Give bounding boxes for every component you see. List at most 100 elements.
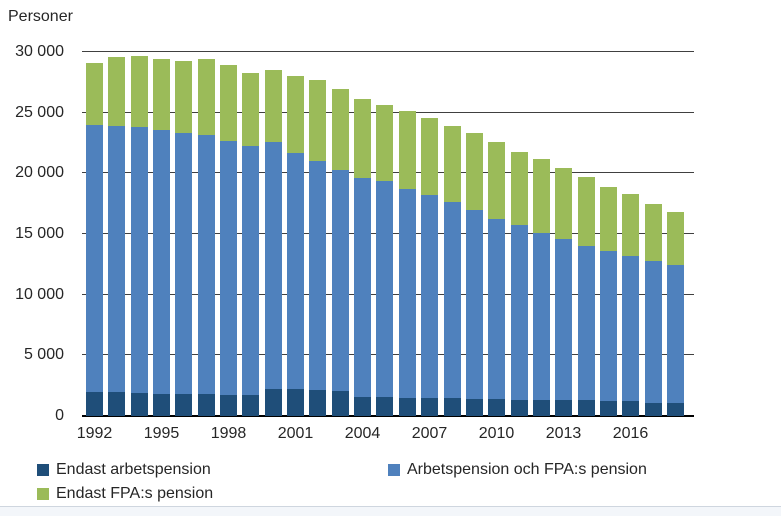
bar-segment [264,388,282,416]
bar-segment [577,399,595,416]
bar-segment [287,389,305,416]
bar-segment [86,124,103,393]
x-tick-label: 2001 [277,425,314,442]
y-tick-label: 5 000 [23,346,64,364]
bar-1993 [108,52,126,416]
bar-1992 [86,52,103,416]
bar-2000 [264,52,282,416]
bar-segment [510,224,528,400]
y-tick-label: 30 000 [15,43,64,60]
bar-segment [153,59,171,130]
legend-swatch-arbetspension-och-fpa [388,464,400,476]
y-tick-label: 10 000 [15,285,64,303]
bar-segment [398,110,416,189]
bar-segment [555,167,573,239]
bar-segment [108,392,126,416]
bar-segment [86,392,103,416]
bar-segment [443,202,461,398]
legend: Endast arbetspension Arbetspension och F… [0,455,781,505]
bar-2017 [644,52,662,416]
bar-segment [622,256,640,402]
x-tick-label: 1998 [210,425,247,442]
bar-segment [197,394,215,416]
bar-segment [108,126,126,393]
bar-segment [130,127,148,393]
bar-2010 [488,52,506,416]
bar-segment [354,177,372,397]
bar-segment [488,218,506,400]
bar-segment [287,152,305,390]
bar-segment [153,393,171,416]
bar-2015 [599,52,617,416]
bottom-divider [0,506,781,516]
bar-segment [577,245,595,400]
legend-swatch-endast-arbetspension [37,464,49,476]
bar-2005 [376,52,394,416]
bar-segment [175,60,193,133]
bar-segment [465,132,483,210]
bar-segment [175,394,193,416]
bar-segment [488,399,506,416]
bar-segment [309,79,327,161]
bar-2011 [510,52,528,416]
bar-segment [443,397,461,416]
x-tick-label: 2016 [612,425,649,442]
bar-1999 [242,52,260,416]
bar-segment [354,99,372,178]
gridline [82,51,694,52]
y-tick-label: 15 000 [15,225,64,242]
bar-segment [130,55,148,128]
bar-segment [510,399,528,416]
bar-2001 [287,52,305,416]
bar-segment [622,401,640,416]
bar-segment [532,159,550,233]
bar-2012 [532,52,550,416]
bar-2006 [398,52,416,416]
bar-segment [421,194,439,398]
x-axis: 1992 1995 1998 2001 2004 2007 2010 2013 2016 [77,425,694,447]
bar-2018 [666,52,684,416]
bar-segment [599,187,617,251]
bar-segment [331,89,349,170]
bar-segment [264,69,282,143]
legend-label: Endast FPA:s pension [56,485,214,502]
bar-segment [197,134,215,395]
x-tick-label: 2007 [411,425,448,442]
bar-2009 [465,52,483,416]
bar-segment [532,399,550,416]
bar-segment [220,141,238,396]
bar-segment [242,73,260,147]
bar-2007 [421,52,439,416]
bar-segment [465,209,483,400]
bar-segment [555,238,573,400]
y-tick-label: 0 [55,407,64,424]
y-axis-title: Personer [8,8,73,25]
bar-1995 [153,52,171,416]
bar-segment [599,400,617,416]
bar-segment [175,132,193,395]
bar-segment [354,396,372,416]
bar-2013 [555,52,573,416]
legend-label: Arbetspension och FPA:s pension [407,461,647,478]
bar-segment [666,212,684,265]
bar-2004 [354,52,372,416]
bar-segment [331,169,349,391]
bar-segment [264,142,282,389]
bar-segment [309,160,327,390]
bar-2002 [309,52,327,416]
bar-segment [108,57,126,127]
legend-item-arbetspension-och-fpa: Arbetspension och FPA:s pension [388,461,647,479]
bar-segment [86,62,103,125]
bar-segment [421,118,439,195]
x-tick-label: 1992 [76,425,113,442]
y-tick-label: 20 000 [15,164,64,182]
bar-segment [376,104,394,182]
bar-segment [331,390,349,416]
bar-segment [666,403,684,416]
bar-segment [398,397,416,416]
bar-segment [510,151,528,225]
bar-series [82,52,694,416]
x-tick-label: 2010 [478,425,515,442]
bar-2003 [331,52,349,416]
